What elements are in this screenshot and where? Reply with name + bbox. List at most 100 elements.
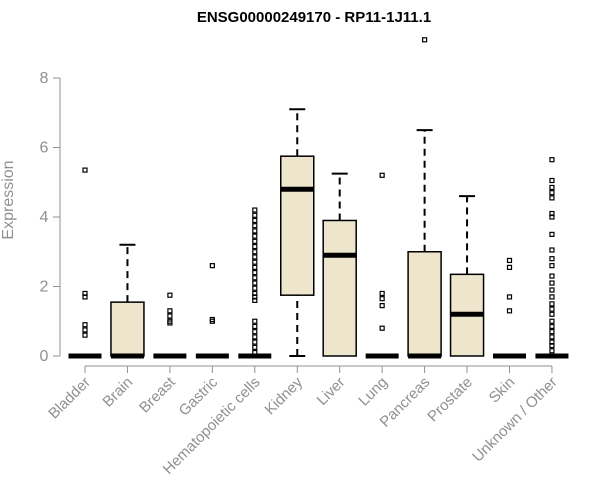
outlier-point xyxy=(549,301,555,307)
outlier-point xyxy=(252,334,258,340)
outlier-point xyxy=(506,264,513,270)
outlier-point xyxy=(252,323,258,330)
outlier-point xyxy=(252,339,258,345)
x-tick-label: Lung xyxy=(355,374,391,410)
box-5 xyxy=(238,207,272,359)
outlier-point xyxy=(252,207,258,213)
outlier-point xyxy=(252,349,258,356)
outlier-point xyxy=(549,280,555,286)
outlier-point xyxy=(549,184,555,191)
y-tick-label: 2 xyxy=(40,279,49,296)
box-3 xyxy=(153,292,187,359)
outlier-point xyxy=(549,231,555,237)
outlier-point xyxy=(167,313,173,319)
box-body xyxy=(110,301,145,357)
y-axis: 0 2 4 6 8 xyxy=(40,70,61,365)
outlier-point xyxy=(252,259,258,265)
outlier-point xyxy=(549,311,555,317)
boxes-layer xyxy=(68,37,569,359)
box-2 xyxy=(110,243,145,359)
outlier-point xyxy=(549,190,555,196)
y-axis-label: Expression xyxy=(0,160,17,239)
outlier-point xyxy=(252,217,258,224)
outlier-point xyxy=(549,273,555,279)
outlier-point xyxy=(252,297,258,303)
box-body xyxy=(407,251,442,357)
y-tick-label: 4 xyxy=(40,209,49,226)
outlier-point xyxy=(82,332,88,338)
outlier-point xyxy=(252,329,258,335)
outlier-point xyxy=(252,270,258,276)
box-8 xyxy=(365,172,399,359)
box-7 xyxy=(322,172,357,357)
outlier-point xyxy=(549,294,555,300)
outlier-point xyxy=(549,247,555,253)
x-tick-label: Prostate xyxy=(424,374,476,426)
outlier-point xyxy=(252,344,258,350)
outlier-point xyxy=(422,37,428,43)
box-10 xyxy=(449,195,485,357)
outlier-point xyxy=(379,296,385,302)
box-9 xyxy=(407,37,442,359)
outlier-point xyxy=(252,249,258,255)
x-tick-label: Kidney xyxy=(262,373,307,418)
outlier-point xyxy=(82,167,88,173)
x-tick-label: Skin xyxy=(486,374,519,407)
outlier-point xyxy=(252,280,258,286)
outlier-point xyxy=(252,275,258,281)
outlier-point xyxy=(379,325,385,331)
outlier-point xyxy=(252,285,258,291)
outlier-point xyxy=(252,233,258,239)
box-11 xyxy=(493,257,526,359)
outlier-point xyxy=(549,348,555,354)
outlier-point xyxy=(549,263,555,269)
outlier-point xyxy=(549,334,555,340)
outlier-point xyxy=(549,329,555,335)
outlier-point xyxy=(252,238,258,244)
outlier-point xyxy=(252,212,258,218)
outlier-point xyxy=(549,323,555,330)
outlier-point xyxy=(549,177,555,184)
x-tick-label: Liver xyxy=(314,374,349,409)
outlier-point xyxy=(379,172,385,178)
outlier-point xyxy=(252,264,258,270)
outlier-point xyxy=(167,320,173,326)
outlier-point xyxy=(549,256,555,262)
outlier-point xyxy=(82,294,88,300)
outlier-point xyxy=(167,292,173,298)
outlier-point xyxy=(82,327,88,333)
outlier-point xyxy=(209,318,215,324)
y-tick-label: 8 xyxy=(40,70,49,87)
x-tick-label: Brain xyxy=(99,374,136,411)
box-6 xyxy=(280,108,315,357)
outlier-point xyxy=(549,342,555,349)
outlier-point xyxy=(209,263,215,269)
box-12 xyxy=(535,157,569,359)
outlier-point xyxy=(506,308,513,314)
box-body xyxy=(322,219,357,357)
x-tick-label: Bladder xyxy=(45,374,94,423)
outlier-point xyxy=(549,318,555,324)
box-4 xyxy=(195,263,229,359)
box-body xyxy=(280,155,315,296)
outlier-point xyxy=(549,214,555,220)
y-tick-label: 6 xyxy=(40,140,49,157)
x-tick-label: Breast xyxy=(136,373,179,416)
outlier-point xyxy=(167,308,173,314)
outlier-point xyxy=(506,294,513,300)
box-1 xyxy=(68,167,102,359)
outlier-point xyxy=(379,290,385,297)
y-tick-label: 0 xyxy=(40,348,49,365)
outlier-point xyxy=(506,257,513,264)
outlier-point xyxy=(379,303,385,309)
chart-title: ENSG00000249170 - RP11-1J11.1 xyxy=(197,9,431,26)
outlier-point xyxy=(82,322,88,328)
outlier-point xyxy=(252,318,258,324)
outlier-point xyxy=(252,223,258,229)
outlier-point xyxy=(252,228,258,234)
outlier-point xyxy=(549,287,555,293)
outlier-point xyxy=(252,254,258,260)
outlier-point xyxy=(252,243,258,250)
